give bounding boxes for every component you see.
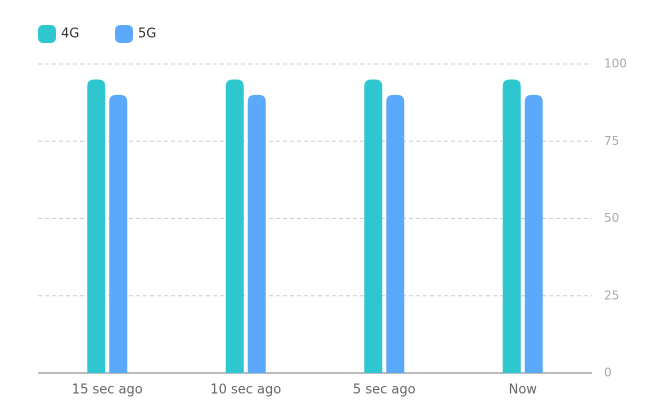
legend-label: 5G — [138, 27, 156, 42]
bar — [386, 94, 405, 374]
legend-label: 4G — [61, 27, 79, 42]
y-tick-label: 0 — [604, 366, 612, 380]
y-tick-label: 100 — [604, 57, 627, 71]
y-tick-label: 50 — [604, 211, 619, 225]
bar — [225, 79, 244, 373]
x-tick-label: Now — [509, 383, 538, 398]
bar — [524, 94, 543, 374]
bar — [364, 79, 383, 373]
x-tick-label: 15 sec ago — [72, 383, 143, 398]
x-tick-label: 10 sec ago — [210, 383, 281, 398]
y-tick-label: 75 — [604, 134, 619, 148]
legend-swatch — [115, 25, 133, 43]
bar — [109, 94, 128, 374]
bar — [502, 79, 521, 373]
y-tick-label: 25 — [604, 288, 619, 302]
legend-swatch — [38, 25, 56, 43]
bar — [247, 94, 266, 374]
x-tick-label: 5 sec ago — [353, 383, 416, 398]
bar — [87, 79, 106, 373]
